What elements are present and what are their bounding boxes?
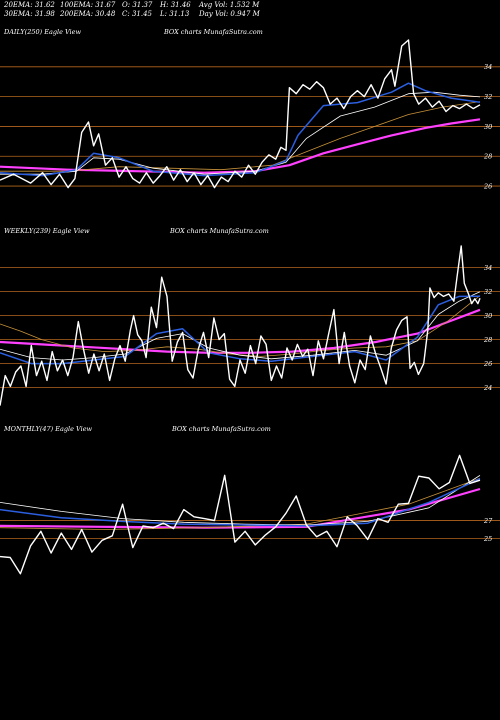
header-ema20: 20EMA: 31.62 bbox=[4, 1, 55, 9]
y-tick-label: 28 bbox=[483, 336, 492, 344]
price-line bbox=[0, 39, 481, 189]
ema30-line bbox=[0, 475, 481, 526]
daily-watermark: BOX charts MunafaSutra.com bbox=[164, 28, 263, 36]
y-tick-label: 24 bbox=[483, 384, 492, 392]
header-close: C: 31.45 bbox=[122, 10, 152, 18]
y-tick-label: 25 bbox=[483, 535, 492, 543]
ema100-line bbox=[0, 295, 481, 357]
header-high: H: 31.46 bbox=[160, 1, 191, 9]
y-tick-label: 26 bbox=[483, 360, 492, 368]
ema20-line bbox=[0, 295, 481, 365]
ema200-line bbox=[0, 487, 481, 529]
y-tick-label: 27 bbox=[483, 517, 493, 525]
monthly-watermark: BOX charts MunafaSutra.com bbox=[172, 425, 271, 433]
y-tick-label: 34 bbox=[484, 63, 492, 71]
ema30-line bbox=[0, 291, 481, 361]
header-dayvol: Day Vol: 0.947 M bbox=[199, 10, 260, 18]
price-line bbox=[0, 245, 481, 406]
header-ema100: 100EMA: 31.67 bbox=[60, 1, 116, 9]
header-open: O: 31.37 bbox=[122, 1, 153, 9]
price-line bbox=[0, 454, 481, 575]
daily-panel-label: DAILY(250) Eagle View bbox=[4, 28, 82, 36]
y-tick-label: 30 bbox=[484, 123, 492, 131]
ema20-line bbox=[0, 478, 481, 527]
header-low: L: 31.13 bbox=[160, 10, 190, 18]
header-ema30: 30EMA: 31.98 bbox=[4, 10, 55, 18]
ema200-line bbox=[0, 118, 481, 174]
weekly-panel-label: WEEKLY(239) Eagle View bbox=[4, 227, 90, 235]
y-tick-label: 32 bbox=[484, 288, 492, 296]
header-avgvol: Avg Vol: 1.532 M bbox=[199, 1, 260, 9]
y-tick-label: 30 bbox=[484, 312, 492, 320]
y-tick-label: 28 bbox=[483, 153, 492, 161]
ema20-line bbox=[0, 82, 481, 177]
ema30-line bbox=[0, 91, 481, 175]
y-tick-label: 34 bbox=[484, 264, 492, 272]
y-tick-label: 32 bbox=[484, 93, 492, 101]
weekly-watermark: BOX charts MunafaSutra.com bbox=[170, 227, 269, 235]
monthly-panel-label: MONTHLY(47) Eagle View bbox=[4, 425, 93, 433]
ema100-line bbox=[0, 101, 481, 172]
header-ema200: 200EMA: 30.48 bbox=[60, 10, 116, 18]
y-tick-label: 26 bbox=[483, 182, 492, 190]
